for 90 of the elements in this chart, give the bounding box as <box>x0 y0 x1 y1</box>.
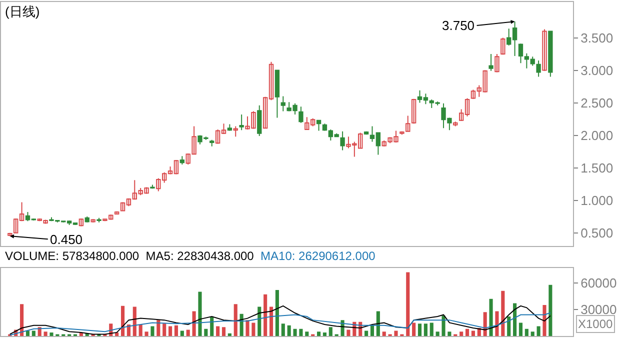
bar <box>406 272 410 336</box>
bar <box>548 284 552 336</box>
bar <box>269 306 274 336</box>
bar <box>465 328 470 336</box>
y-tick-label: 0.500 <box>580 225 614 240</box>
line-series <box>9 305 551 335</box>
bar <box>394 330 398 336</box>
bar <box>186 330 190 336</box>
y-tick-label: 2.000 <box>580 128 614 143</box>
bar <box>412 322 416 336</box>
candlestick <box>488 54 494 72</box>
bar <box>501 290 505 336</box>
annotation: 0.450 <box>50 232 83 247</box>
bar <box>198 292 202 336</box>
bar <box>536 326 540 336</box>
bar <box>436 332 440 336</box>
bar <box>418 324 422 336</box>
bar <box>293 328 297 336</box>
bar <box>489 298 493 336</box>
bar <box>495 311 499 336</box>
y-tick-label: 30000 <box>580 302 617 318</box>
bar <box>281 324 285 336</box>
bar <box>518 322 523 336</box>
annotation: 3.750 <box>442 18 475 33</box>
bar <box>252 322 256 336</box>
y-tick-label: 60000 <box>580 275 617 290</box>
candlestick <box>210 139 214 147</box>
bar <box>317 332 321 336</box>
bar <box>132 306 136 336</box>
bar <box>192 311 196 336</box>
bar <box>370 325 374 336</box>
bar <box>328 327 332 336</box>
bar <box>115 332 119 336</box>
text: MA10: 26290612.000 <box>260 249 376 263</box>
y-tick-label: 1.500 <box>580 160 614 176</box>
bar <box>234 304 238 336</box>
y-tick-label: 3.500 <box>580 30 614 46</box>
bar <box>524 328 528 336</box>
bar <box>120 306 125 336</box>
bar <box>228 333 232 336</box>
bar <box>168 326 172 336</box>
bar <box>299 328 303 336</box>
bar <box>20 304 24 336</box>
text: X1000 <box>578 317 614 331</box>
bar <box>50 332 54 336</box>
bar <box>322 332 326 336</box>
bar <box>483 312 487 336</box>
candlestick <box>90 218 96 223</box>
bar <box>26 330 30 336</box>
bar <box>32 330 36 336</box>
bar <box>162 324 166 336</box>
bar <box>222 327 226 336</box>
bar <box>460 332 464 336</box>
bar <box>448 332 452 336</box>
bar <box>138 324 142 336</box>
bar <box>156 320 160 336</box>
bar <box>216 326 220 336</box>
bar <box>513 303 517 336</box>
bar <box>442 316 446 336</box>
line-series <box>9 312 551 336</box>
bar <box>180 330 184 336</box>
y-tick-label: 2.500 <box>580 95 614 110</box>
bar <box>174 325 178 336</box>
bar <box>287 325 291 336</box>
bar <box>542 305 546 336</box>
bar <box>144 332 148 336</box>
bar <box>210 316 214 336</box>
chart-title: (日线) <box>5 4 40 19</box>
bar <box>430 322 434 336</box>
bar <box>258 306 262 336</box>
bar <box>275 290 279 336</box>
bar <box>150 326 154 336</box>
bar <box>44 332 48 336</box>
bar <box>346 330 350 336</box>
bar <box>376 311 380 336</box>
y-tick-label: 3.000 <box>580 62 614 78</box>
bar <box>204 328 208 336</box>
bar <box>364 330 368 336</box>
bar <box>305 332 309 336</box>
bar <box>264 294 268 336</box>
bar <box>471 330 475 336</box>
bar <box>530 332 534 336</box>
chart-title: VOLUME: 57834800.000 <box>5 249 140 263</box>
bar <box>424 324 428 336</box>
y-tick-label: 1.000 <box>580 192 614 208</box>
bar <box>382 332 386 336</box>
candlestick <box>239 114 244 131</box>
bar <box>246 320 250 336</box>
text: MA5: 22830438.000 <box>146 249 254 263</box>
bar <box>507 316 511 336</box>
